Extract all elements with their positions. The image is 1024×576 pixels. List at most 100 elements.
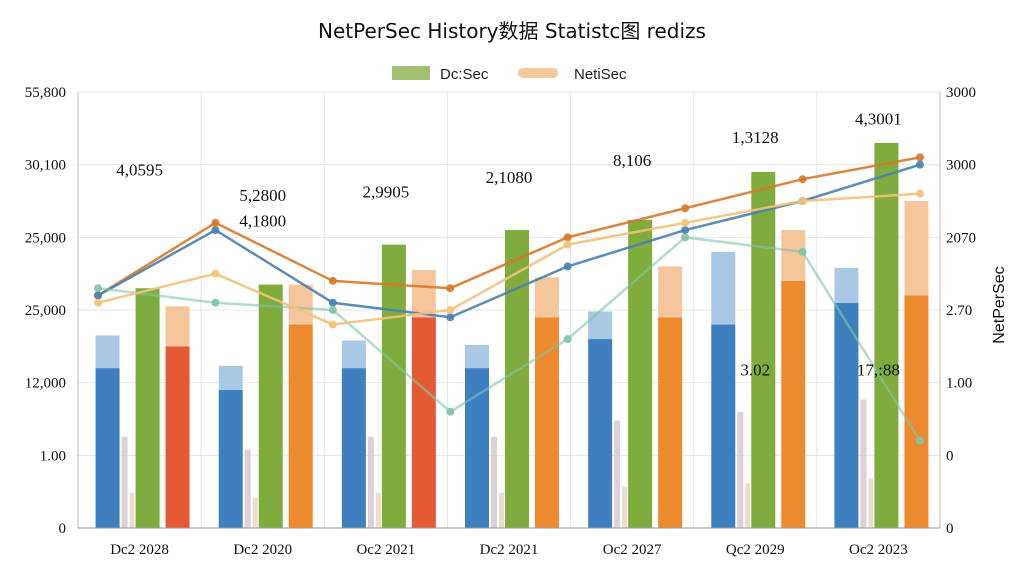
bar-blue — [588, 339, 613, 528]
bar-thin — [375, 492, 381, 528]
bar-green — [381, 244, 406, 528]
bar-blue-top — [341, 340, 366, 369]
bar-blue-top — [834, 267, 859, 303]
bar-thin — [745, 483, 751, 528]
y-left-tick-label: 12,000 — [25, 376, 66, 392]
bar-orange — [165, 346, 190, 528]
series-line-2 — [97, 236, 922, 442]
series-point-2 — [328, 306, 337, 314]
bar-green — [628, 219, 653, 529]
x-tick-label: Oc2 2027 — [603, 542, 662, 558]
series-point-1 — [681, 226, 690, 235]
legend-swatch-0 — [392, 66, 430, 80]
y-left-tick-label: 25,000 — [25, 230, 66, 246]
bar-orange-top — [165, 306, 190, 347]
bar-thin — [737, 412, 744, 528]
bar-orange — [288, 324, 313, 528]
series-point-2 — [916, 436, 924, 445]
bar-blue-top — [588, 311, 613, 340]
series-point-2 — [94, 284, 102, 293]
bar-blue — [95, 368, 120, 528]
bar-thin — [622, 486, 628, 528]
bar-thin — [491, 436, 497, 528]
y-right-tick-label: 2.70 — [946, 303, 972, 319]
bar-green — [135, 288, 160, 528]
bar-blue — [341, 368, 366, 528]
data-label: 3.02 — [740, 360, 770, 379]
y-left-tick-label: 30,100 — [25, 158, 66, 174]
bar-blue — [711, 324, 736, 528]
bar-thin — [244, 449, 251, 528]
bar-blue — [465, 368, 489, 528]
series-point-0 — [681, 204, 690, 213]
y-right-tick-label: 2070 — [946, 230, 976, 246]
bar-orange — [535, 317, 559, 528]
bar-green — [874, 142, 899, 528]
x-tick-label: Oc2 2021 — [356, 542, 415, 558]
series-point-1 — [328, 298, 337, 307]
series-point-3 — [798, 197, 807, 205]
y-left-tick-label: 55,800 — [25, 85, 66, 101]
bar-thin — [499, 492, 504, 528]
series-point-3 — [916, 189, 924, 198]
bar-orange — [411, 317, 436, 528]
series-point-0 — [446, 284, 455, 293]
series-point-2 — [211, 298, 220, 307]
bar-blue-top — [218, 365, 243, 390]
bar-thin — [614, 420, 621, 528]
bar-thin — [129, 492, 135, 528]
series-point-3 — [446, 306, 455, 314]
bar-orange — [781, 280, 806, 528]
series-point-0 — [563, 233, 572, 242]
series-point-2 — [681, 233, 690, 242]
x-tick-label: Dc2 2020 — [233, 542, 292, 558]
series-point-0 — [916, 153, 924, 162]
legend-label-1: NetiSec — [574, 66, 627, 83]
series-point-3 — [563, 240, 572, 249]
series-point-2 — [446, 407, 455, 416]
chart-title: NetPerSec History数据 Statistc图 redizs — [318, 19, 706, 43]
bar-thin — [252, 497, 258, 528]
y-left-tick-label: 25,000 — [25, 303, 66, 319]
bar-orange-top — [658, 266, 683, 318]
bar-orange — [658, 317, 683, 528]
bar-thin — [860, 399, 867, 528]
lines — [94, 153, 924, 445]
y-left-tick-label: 1.00 — [40, 448, 66, 464]
data-label: 1,3128 — [732, 128, 779, 147]
data-label: 4,0595 — [116, 161, 163, 180]
bar-thin — [367, 436, 374, 528]
x-tick-label: Dc2 2028 — [110, 542, 169, 558]
data-label: 5,2800 — [239, 186, 286, 205]
series-point-2 — [563, 335, 572, 344]
x-tick-label: Qc2 2029 — [726, 542, 785, 558]
series-point-0 — [211, 218, 220, 227]
series-point-1 — [563, 262, 572, 271]
series-point-1 — [446, 313, 455, 322]
y-right-label: NetPerSec — [991, 266, 1008, 343]
data-label: 4,1800 — [239, 211, 286, 230]
series-point-0 — [328, 276, 337, 285]
y-left-tick-label: 0 — [59, 521, 67, 537]
series-point-3 — [211, 269, 220, 278]
y-right-tick-label: 3000 — [946, 85, 976, 101]
series-point-0 — [798, 175, 807, 184]
data-label: 8,106 — [613, 151, 651, 170]
data-label: 17,:88 — [857, 360, 900, 379]
bar-orange — [904, 295, 929, 528]
bar-green — [505, 230, 529, 529]
series-point-1 — [916, 160, 924, 169]
annotations: 4,0595 5,2800 4,1800 2,9905 2,1080 8,106 1,312… — [116, 110, 902, 380]
bar-blue-top — [95, 335, 120, 369]
x-tick-label: Dc2 2021 — [480, 542, 539, 558]
bar-orange-top — [535, 277, 559, 318]
series-point-1 — [94, 291, 102, 300]
bar-orange-top — [904, 201, 929, 296]
series-point-3 — [94, 298, 102, 307]
bar-blue-top — [711, 251, 736, 325]
bar-orange-top — [288, 284, 313, 325]
series-point-2 — [798, 247, 807, 256]
data-label: 2,9905 — [362, 182, 409, 201]
